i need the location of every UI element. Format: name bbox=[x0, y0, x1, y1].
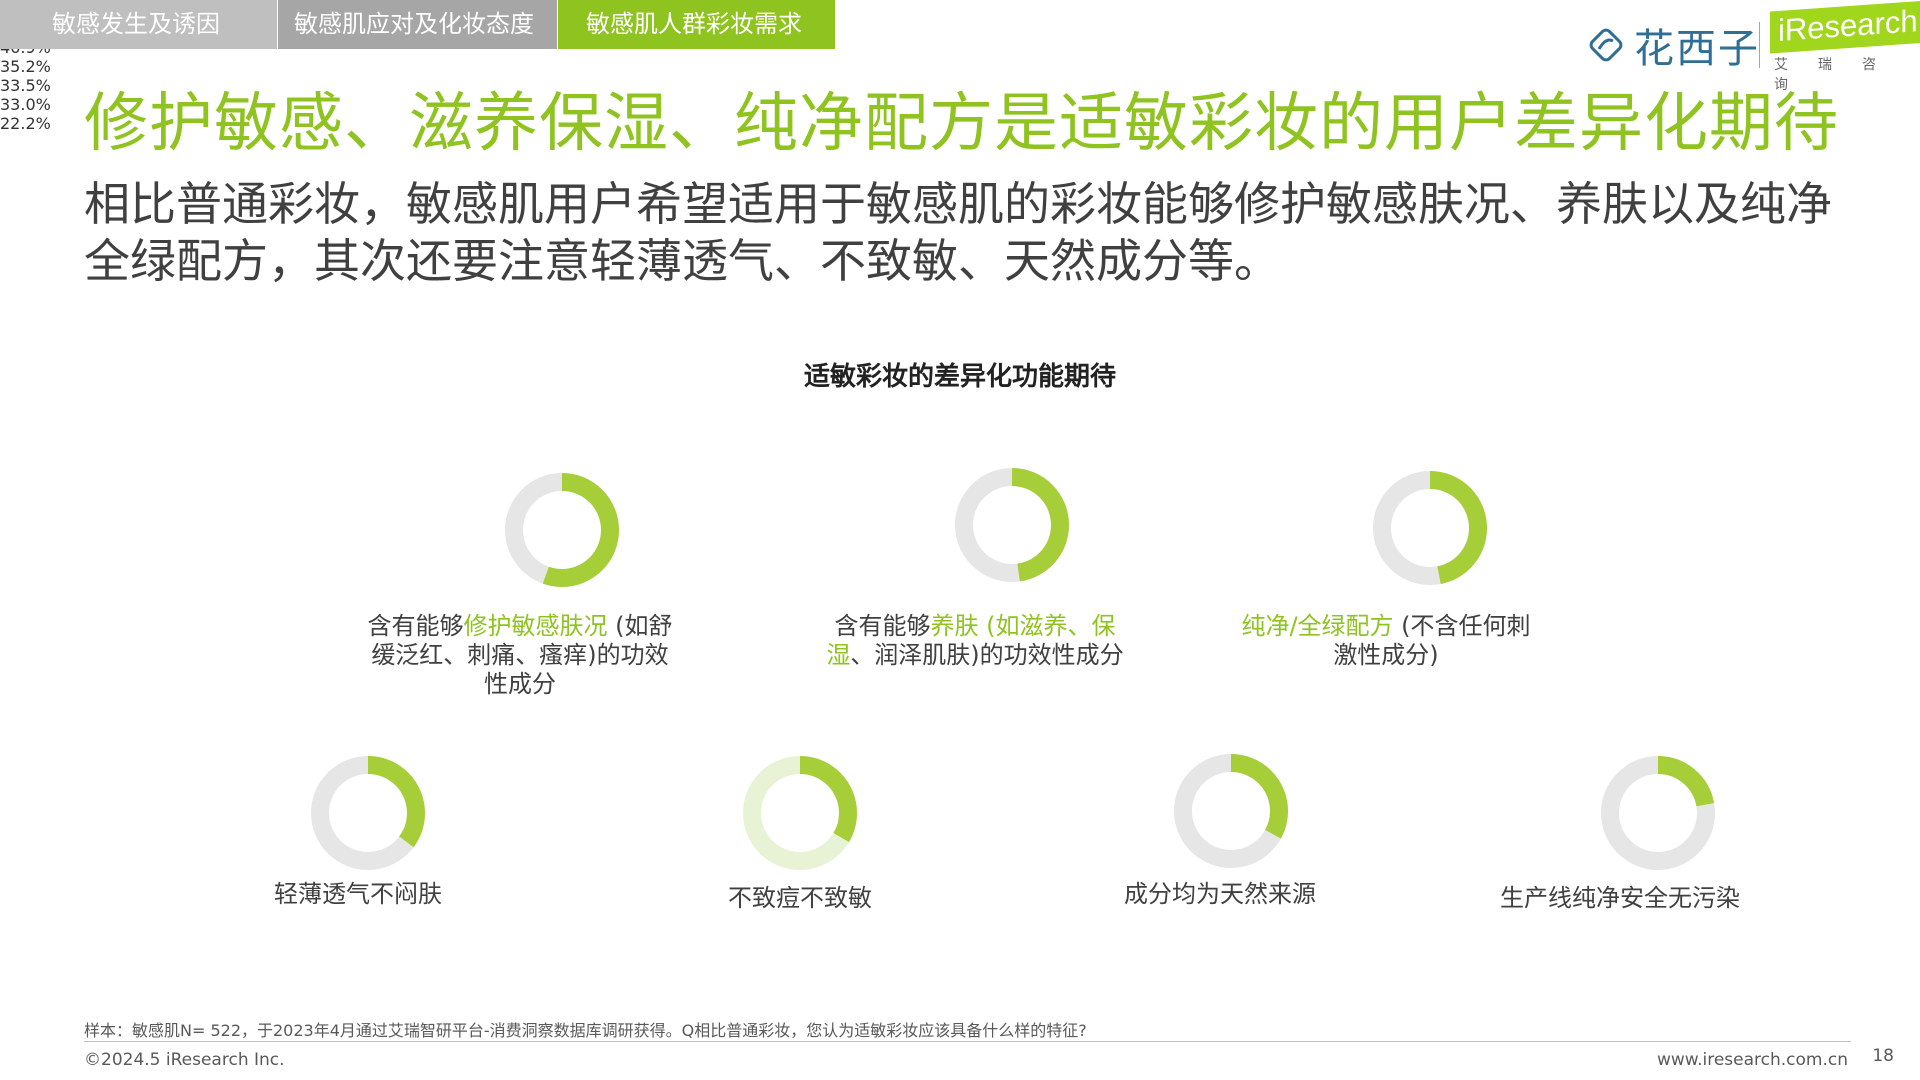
category-label-text: 成分均为天然来源 bbox=[1124, 880, 1316, 908]
category-label-highlight: 养肤 (如滋养、保湿 bbox=[826, 612, 1116, 669]
category-label: 成分均为天然来源 bbox=[1080, 880, 1360, 909]
category-label-text: 含有能够 bbox=[367, 612, 464, 640]
category-label-text: 不致痘不致敏 bbox=[728, 884, 872, 912]
category-label-text: (如舒缓泛红、刺痛、瘙痒)的功效性成分 bbox=[371, 612, 673, 698]
donut-value-arc bbox=[1601, 756, 1715, 870]
category-label-text: 含有能够 bbox=[834, 612, 931, 640]
category-label: 纯净/全绿配方 (不含任何刺激性成分) bbox=[1236, 612, 1536, 670]
category-label-highlight: 纯净/全绿配方 bbox=[1241, 612, 1394, 640]
iresearch-logo-cn: 艾瑞咨询 bbox=[1774, 57, 1906, 93]
copyright: ©2024.5 iResearch Inc. bbox=[84, 1050, 285, 1070]
category-label-text: (不含任何刺激性成分) bbox=[1333, 612, 1531, 669]
donut-value-arc bbox=[955, 468, 1069, 582]
footer-divider bbox=[84, 1041, 1851, 1042]
donut-chart bbox=[743, 756, 857, 870]
tab-makeup-needs[interactable]: 敏感肌人群彩妆需求 bbox=[558, 0, 835, 49]
value-label: 33.0% bbox=[0, 95, 51, 114]
donut-value-arc bbox=[505, 473, 619, 587]
category-label-text: 生产线纯净安全无污染 bbox=[1500, 884, 1740, 912]
donut-chart bbox=[505, 473, 619, 587]
donut-chart bbox=[1174, 754, 1288, 868]
category-label: 含有能够养肤 (如滋养、保湿、润泽肌肤)的功效性成分 bbox=[820, 612, 1130, 670]
website-url: www.iresearch.com.cn bbox=[1656, 1050, 1848, 1070]
donut-chart bbox=[1373, 471, 1487, 585]
page-subtitle: 相比普通彩妆，敏感肌用户希望适用于敏感肌的彩妆能够修护敏感肤况、养肤以及纯净全绿… bbox=[84, 177, 1832, 288]
iresearch-logo: iResearch 艾瑞咨询 bbox=[1770, 0, 1920, 94]
chart-title: 适敏彩妆的差异化功能期待 bbox=[803, 362, 1116, 392]
category-label-text: 、润泽肌肤)的功效性成分 bbox=[850, 641, 1124, 669]
donut-value-arc bbox=[311, 756, 425, 870]
category-label: 不致痘不致敏 bbox=[680, 884, 920, 913]
donut-chart bbox=[955, 468, 1069, 582]
huaxizi-logo-text: 花西子 bbox=[1634, 26, 1760, 72]
huaxizi-logo: 花西子 bbox=[1586, 20, 1760, 72]
category-label-text: 轻薄透气不闷肤 bbox=[274, 880, 442, 908]
donut-value-arc bbox=[743, 756, 857, 870]
huaxizi-mark-icon bbox=[1589, 28, 1623, 62]
value-label: 33.5% bbox=[0, 76, 51, 95]
page-number: 18 bbox=[1872, 1046, 1894, 1066]
tab-sensitivity-causes[interactable]: 敏感发生及诱因 bbox=[0, 0, 277, 49]
logo-divider bbox=[1759, 22, 1760, 68]
category-label: 轻薄透气不闷肤 bbox=[238, 880, 478, 909]
section-tabs: 敏感发生及诱因 敏感肌应对及化妆态度 敏感肌人群彩妆需求 bbox=[0, 0, 835, 49]
donut-chart bbox=[1601, 756, 1715, 870]
value-label: 35.2% bbox=[0, 57, 51, 76]
donut-value-arc bbox=[1373, 471, 1487, 585]
donut-value-arc bbox=[1174, 754, 1288, 868]
donut-chart bbox=[311, 756, 425, 870]
category-label: 生产线纯净安全无污染 bbox=[1470, 884, 1770, 913]
category-label-highlight: 修护敏感肤况 bbox=[463, 612, 608, 640]
page-title: 修护敏感、滋养保湿、纯净配方是适敏彩妆的用户差异化期待 bbox=[84, 87, 1839, 161]
iresearch-logo-text: iResearch bbox=[1770, 0, 1920, 54]
tab-makeup-attitude[interactable]: 敏感肌应对及化妆态度 bbox=[278, 0, 557, 49]
category-label: 含有能够修护敏感肤况 (如舒缓泛红、刺痛、瘙痒)的功效性成分 bbox=[360, 612, 680, 699]
sample-note: 样本：敏感肌N= 522，于2023年4月通过艾瑞智研平台-消费洞察数据库调研获… bbox=[84, 1021, 1087, 1040]
value-label: 22.2% bbox=[0, 114, 51, 133]
